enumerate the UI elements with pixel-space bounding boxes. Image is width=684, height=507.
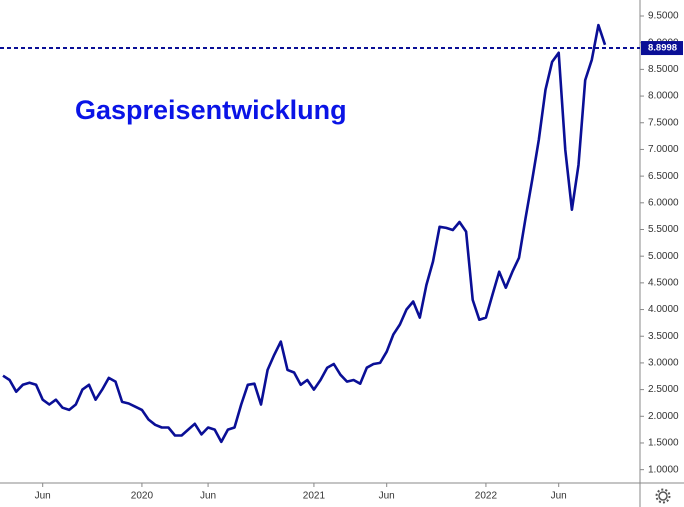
reference-label-box <box>641 41 683 56</box>
y-tick-label: 9.5000 <box>648 11 679 22</box>
y-tick-label: 3.0000 <box>648 358 679 369</box>
y-tick-label: 2.0000 <box>648 411 679 422</box>
reference-label: 8.8998 <box>648 43 677 54</box>
x-tick-label: 2021 <box>303 491 326 502</box>
x-tick-label: Jun <box>551 491 567 502</box>
gear-teeth <box>655 488 671 504</box>
x-tick-label: 2020 <box>131 491 154 502</box>
x-tick-label: 2022 <box>475 491 498 502</box>
y-tick-label: 7.0000 <box>648 144 679 155</box>
y-tick-label: 3.5000 <box>648 331 679 342</box>
price-line <box>2 23 607 444</box>
y-tick-label: 1.0000 <box>648 464 679 475</box>
chart-title: Gaspreisentwicklung <box>75 95 347 125</box>
x-tick-label: Jun <box>200 491 216 502</box>
y-tick-label: 1.5000 <box>648 438 679 449</box>
y-tick-label: 2.5000 <box>648 384 679 395</box>
x-tick-label: Jun <box>35 491 51 502</box>
gear-ring <box>658 491 668 501</box>
y-tick-label: 8.5000 <box>648 64 679 75</box>
x-tick-label: Jun <box>379 491 395 502</box>
y-tick-label: 6.5000 <box>648 171 679 182</box>
y-tick-label: 4.0000 <box>648 304 679 315</box>
settings-icon[interactable] <box>655 488 671 504</box>
y-tick-label: 8.0000 <box>648 91 679 102</box>
y-tick-label: 6.0000 <box>648 197 679 208</box>
y-tick-label: 5.0000 <box>648 251 679 262</box>
y-tick-label: 4.5000 <box>648 278 679 289</box>
y-tick-label: 5.5000 <box>648 224 679 235</box>
y-tick-label: 7.5000 <box>648 117 679 128</box>
